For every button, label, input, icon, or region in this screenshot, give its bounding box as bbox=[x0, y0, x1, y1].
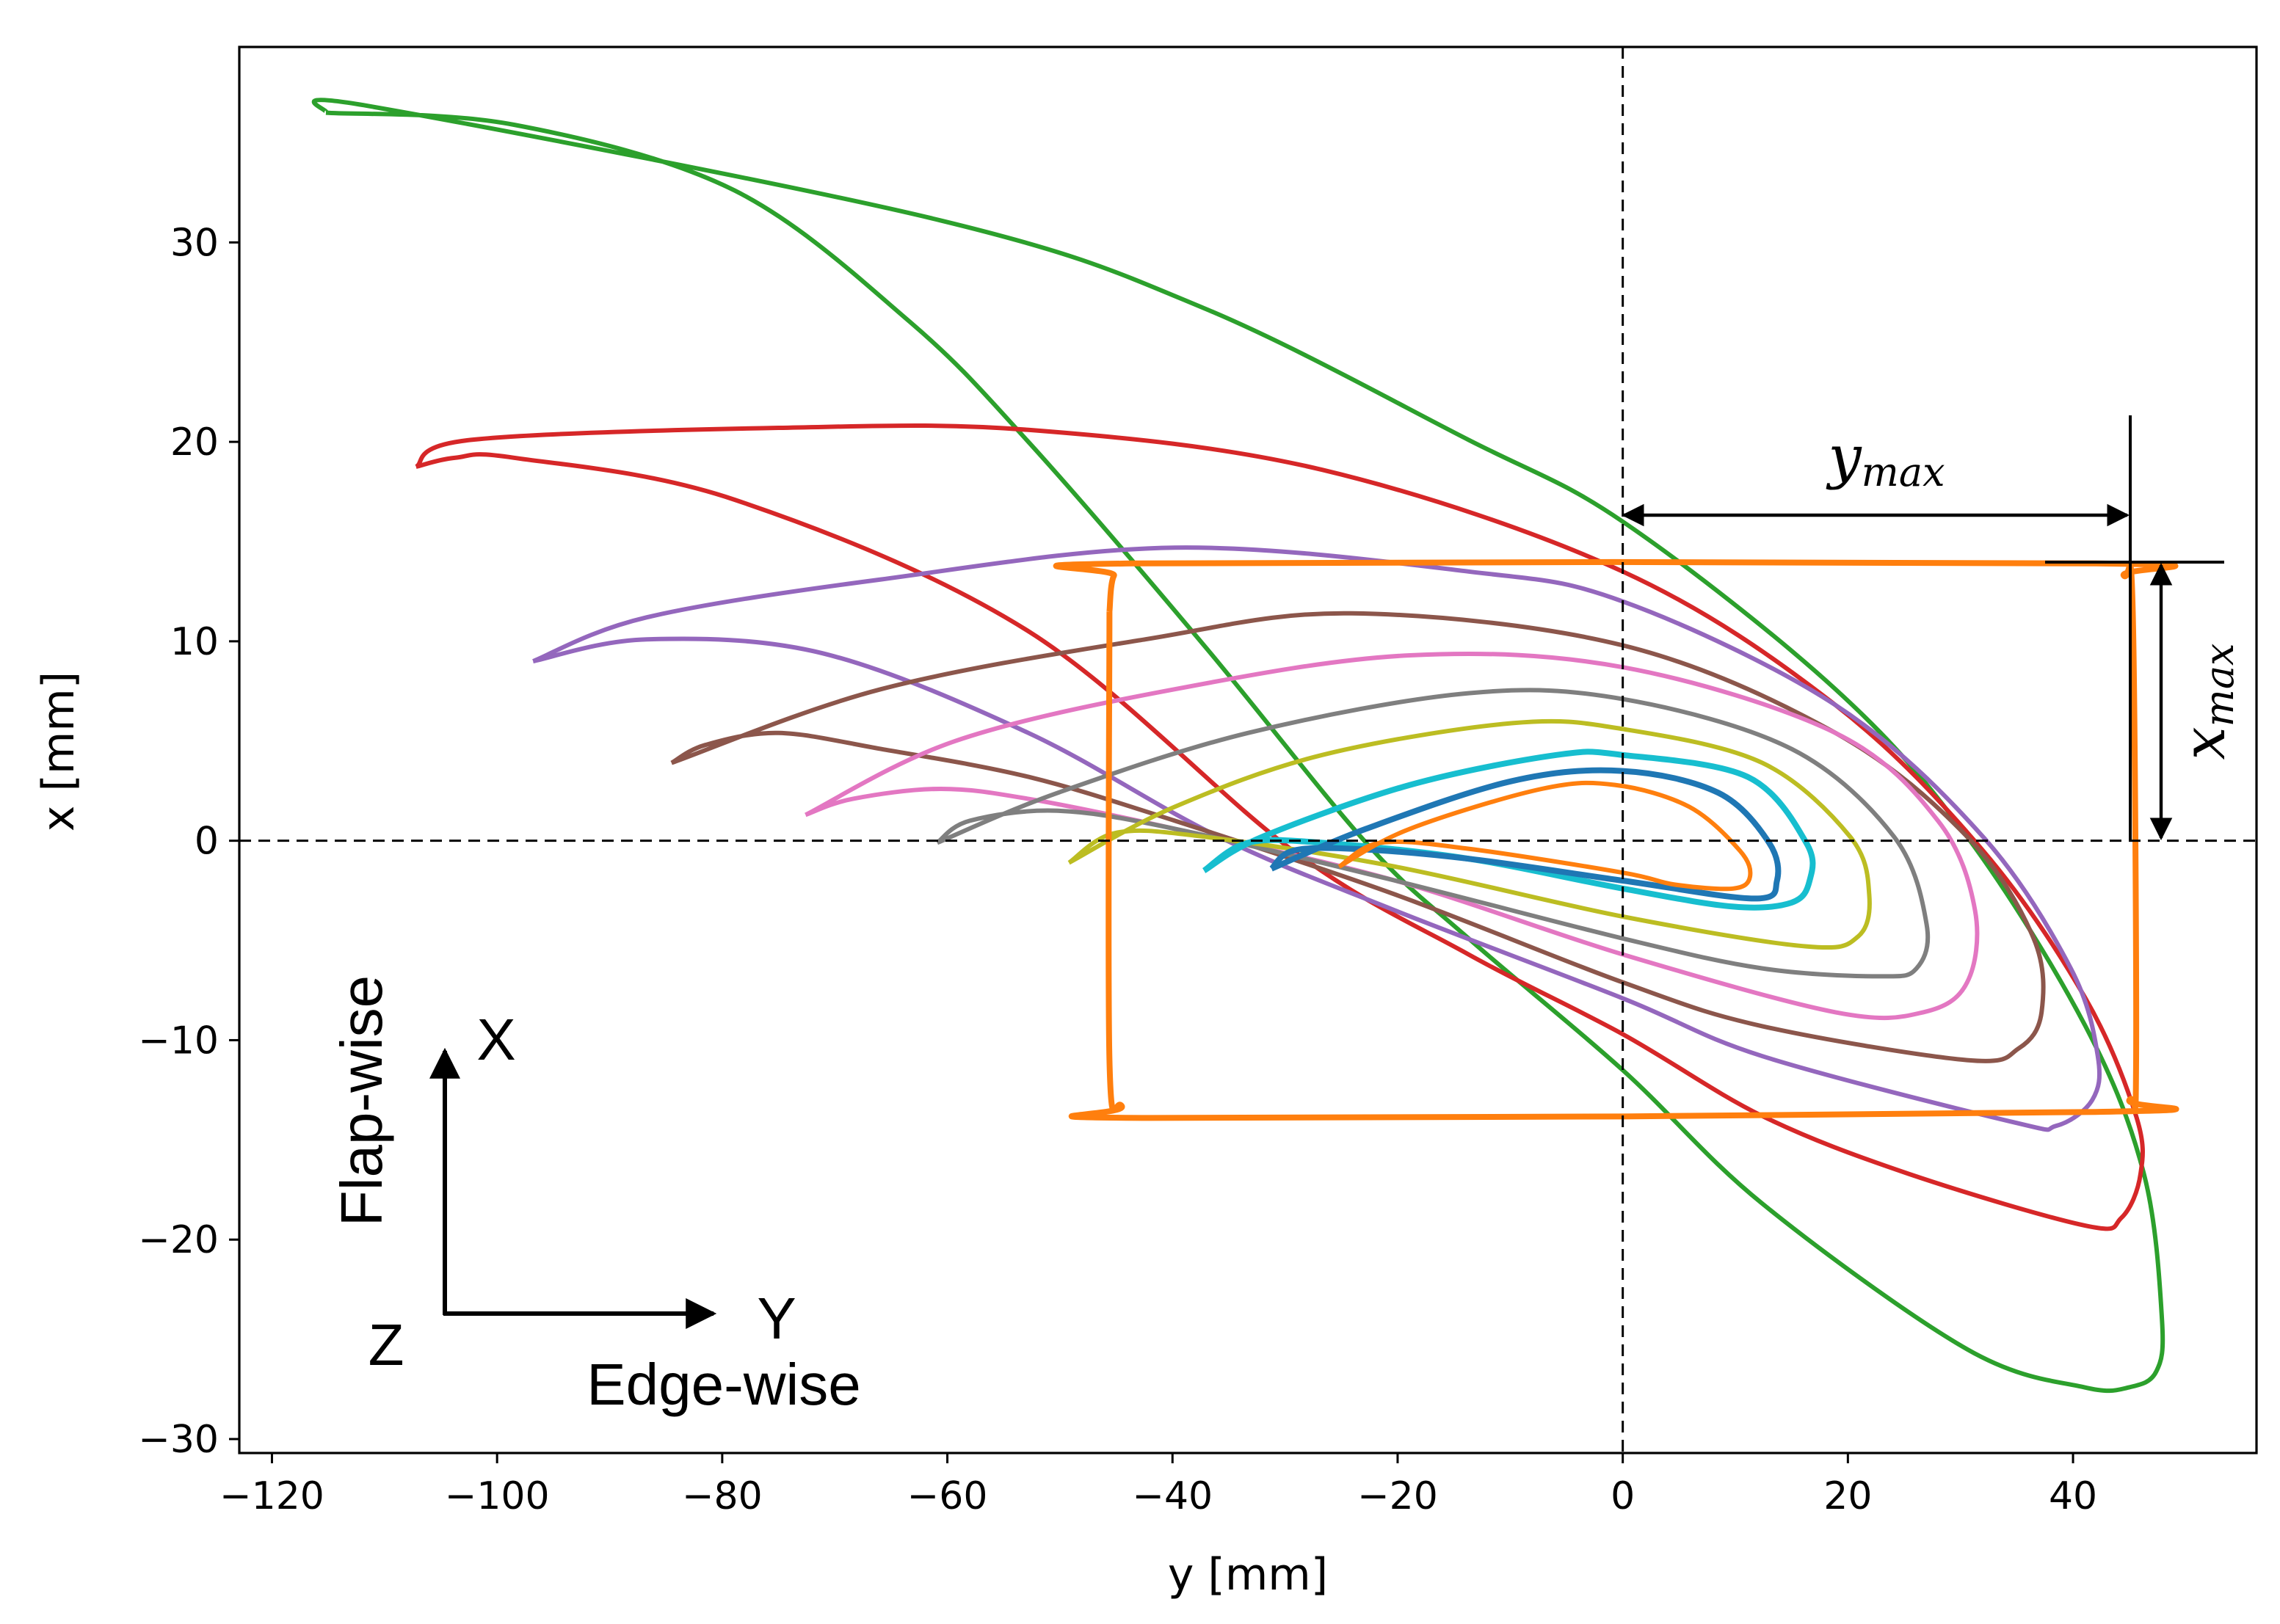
x-tick-label: −20 bbox=[1357, 1474, 1438, 1518]
x-tick-label: −100 bbox=[445, 1474, 550, 1518]
x-tick-label: −40 bbox=[1132, 1474, 1213, 1518]
xmax-label: xmax bbox=[2170, 644, 2243, 760]
ymax-annotation: ymax bbox=[1621, 415, 2132, 841]
triad-x-label: X bbox=[476, 1007, 515, 1072]
y-tick-label: 0 bbox=[195, 820, 219, 864]
x-tick-label: −60 bbox=[907, 1474, 988, 1518]
xmax-symbol: x bbox=[2170, 727, 2238, 760]
x-ticks: −120 −100 −80 −60 −40 −20 0 20 40 bbox=[219, 1453, 2097, 1518]
y-tick-label: −30 bbox=[138, 1418, 219, 1462]
x-tick-label: 40 bbox=[2049, 1474, 2097, 1518]
flap-wise-label: Flap-wise bbox=[329, 975, 394, 1226]
xmax-subscript: max bbox=[2196, 644, 2243, 727]
ymax-label: ymax bbox=[1826, 423, 1945, 495]
series-line-9 bbox=[1337, 780, 1753, 892]
series-line-0 bbox=[311, 98, 2165, 1394]
series-rectangle-path bbox=[1053, 558, 2179, 1121]
series-line-1 bbox=[415, 423, 2145, 1231]
coordinate-triad: X Y Z Flap-wise Edge-wise bbox=[329, 975, 861, 1417]
y-tick-label: −20 bbox=[138, 1218, 219, 1262]
edge-wise-label: Edge-wise bbox=[587, 1352, 861, 1417]
x-tick-label: −120 bbox=[219, 1474, 324, 1518]
series-line-8 bbox=[1269, 767, 1782, 902]
y-tick-label: −10 bbox=[138, 1019, 219, 1063]
series-line-2 bbox=[532, 545, 2102, 1132]
series-line-3 bbox=[670, 611, 2046, 1063]
x-tick-label: −80 bbox=[682, 1474, 763, 1518]
y-ticks: −30 −20 −10 0 10 20 30 bbox=[138, 221, 239, 1462]
series-layer bbox=[311, 98, 2179, 1394]
triad-y-label: Y bbox=[757, 1286, 796, 1351]
triad-z-label: Z bbox=[368, 1312, 404, 1377]
y-tick-label: 30 bbox=[170, 221, 219, 265]
x-tick-label: 0 bbox=[1611, 1474, 1635, 1518]
y-axis-label: x [mm] bbox=[33, 671, 84, 831]
plot-frame bbox=[238, 45, 2258, 1454]
x-axis-label: y [mm] bbox=[1168, 1549, 1328, 1601]
xmax-annotation: xmax bbox=[2045, 561, 2243, 841]
y-tick-label: 20 bbox=[170, 420, 219, 465]
ymax-symbol: y bbox=[1826, 423, 1862, 491]
ymax-subscript: max bbox=[1862, 449, 1945, 495]
x-tick-label: 20 bbox=[1823, 1474, 1872, 1518]
series-line-6 bbox=[1067, 718, 1872, 950]
series-line-5 bbox=[935, 688, 1931, 979]
y-tick-label: 10 bbox=[170, 620, 219, 664]
